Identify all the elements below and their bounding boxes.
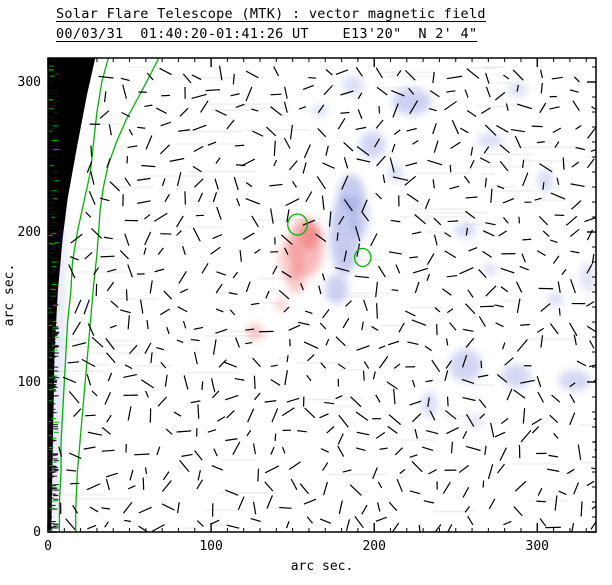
x-tick-label: 200: [362, 539, 385, 554]
plot-subtitle: 00/03/31 01:40:20-01:41:26 UT E13'20" N …: [56, 26, 478, 42]
magnetic-field-vectors: [58, 65, 596, 532]
y-tick-label: 200: [18, 225, 41, 240]
axis-tick-labels: 0 100 200 300 0 100 200 300 arc sec. arc sec.: [2, 75, 549, 574]
x-tick-label: 300: [526, 539, 549, 554]
plot-header: Solar Flare Telescope (MTK) : vector mag…: [56, 6, 486, 42]
y-tick-label: 300: [18, 75, 41, 90]
field-contour-ovals: [287, 213, 372, 268]
plot-title: Solar Flare Telescope (MTK) : vector mag…: [56, 6, 486, 22]
x-tick-label: 0: [44, 539, 52, 554]
axes-frame: [47, 57, 597, 533]
solar-limb-region: [48, 58, 96, 532]
x-tick-label: 100: [199, 539, 222, 554]
positive-polarity-patches: [246, 217, 324, 342]
x-axis-label: arc sec.: [291, 559, 354, 574]
limb-contour-lines: [58, 58, 160, 532]
y-tick-label: 0: [33, 525, 41, 540]
limb-edge-hatching: [48, 58, 60, 532]
y-tick-label: 100: [18, 375, 41, 390]
y-axis-label: arc sec.: [2, 264, 17, 327]
